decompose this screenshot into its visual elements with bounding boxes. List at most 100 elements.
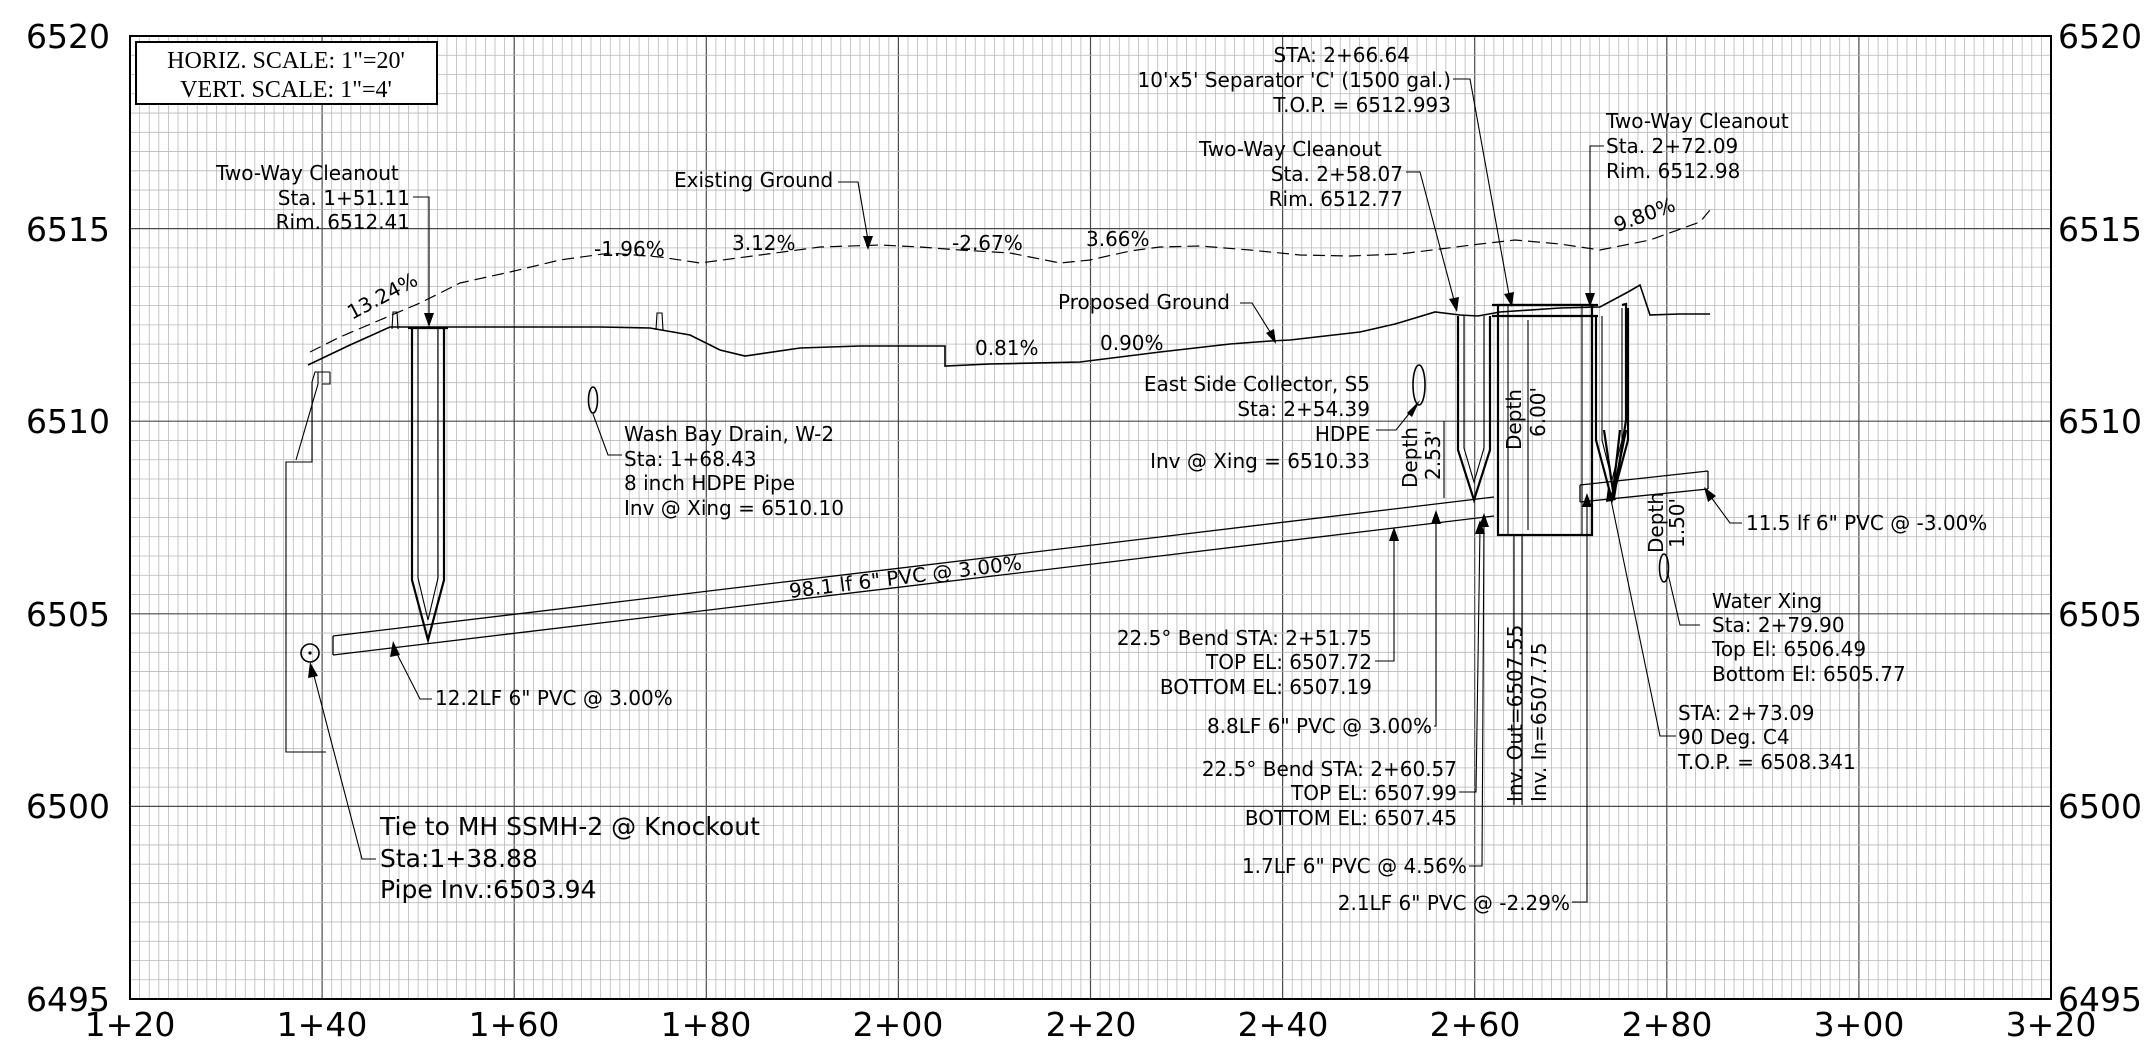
leader-line — [1572, 500, 1588, 903]
separator-l1: STA: 2+66.64 — [1273, 43, 1410, 67]
arrowhead — [390, 641, 400, 657]
cleanout-2-l2: Sta. 2+58.07 — [1271, 162, 1403, 186]
grade-label: -1.96% — [594, 237, 665, 261]
tie-mh-l3: Pipe Inv.:6503.94 — [380, 875, 597, 904]
grade-label: 0.81% — [975, 336, 1039, 360]
y-tick: 6495 — [26, 980, 110, 1019]
x-axis: 1+20 1+40 1+60 1+80 2+00 2+20 2+40 2+60 … — [85, 1005, 2097, 1042]
grade-label: -2.67% — [952, 231, 1023, 255]
bend-2-l3: BOTTOM EL: 6507.45 — [1245, 806, 1457, 830]
x-tick: 2+00 — [853, 1005, 944, 1042]
manhole-outline — [295, 372, 319, 461]
cleanout-2-riser — [1456, 316, 1492, 504]
cleanout-1-riser — [408, 326, 448, 645]
ground-bump — [391, 311, 399, 330]
vert-scale: VERT. SCALE: 1"=4' — [180, 77, 392, 103]
x-tick: 2+20 — [1046, 1005, 1137, 1042]
leader-line — [1375, 534, 1395, 662]
east-collector-l1: East Side Collector, S5 — [1144, 372, 1370, 396]
arrowhead — [1606, 487, 1616, 502]
bend-90-l3: T.O.P. = 6508.341 — [1677, 750, 1856, 774]
leader-line — [1667, 573, 1700, 626]
x-tick: 3+20 — [2006, 1005, 2097, 1042]
tie-mh-l1: Tie to MH SSMH-2 @ Knockout — [379, 812, 760, 841]
wash-bay-l3: 8 inch HDPE Pipe — [624, 471, 795, 495]
y-tick: 6500 — [26, 787, 110, 826]
east-collector-symbol — [1412, 364, 1426, 406]
water-xing-l1: Water Xing — [1712, 589, 1822, 613]
separator-l2: 10'x5' Separator 'C' (1500 gal.) — [1138, 68, 1452, 92]
separator-vault — [1492, 303, 1598, 537]
y-tick: 6515 — [26, 210, 110, 249]
grade-label: 13.24% — [343, 267, 422, 324]
leader-line — [413, 196, 430, 320]
pipe-11-label: 11.5 lf 6" PVC @ -3.00% — [1746, 511, 1987, 535]
east-collector-l2: Sta: 2+54.39 — [1237, 397, 1370, 421]
manhole-center — [308, 651, 312, 655]
plot-frame — [129, 35, 2052, 1000]
wash-bay-l1: Wash Bay Drain, W-2 — [624, 422, 834, 446]
y-tick: 6500 — [2058, 787, 2142, 826]
x-tick: 3+00 — [1814, 1005, 1905, 1042]
arrowhead — [1407, 400, 1420, 417]
x-tick: 2+40 — [1238, 1005, 1329, 1042]
x-tick: 2+60 — [1430, 1005, 1521, 1042]
leader-line — [393, 647, 432, 700]
x-tick: 1+40 — [277, 1005, 368, 1042]
leader-line — [1459, 527, 1481, 793]
leader-line — [1469, 519, 1485, 867]
manhole-outline — [285, 371, 330, 753]
y-tick: 6505 — [2058, 595, 2142, 634]
cleanout-3-l3: Rim. 6512.98 — [1606, 159, 1740, 183]
arrowhead — [1704, 487, 1716, 502]
bend-90-l1: STA: 2+73.09 — [1678, 701, 1815, 725]
proposed-ground-label: Proposed Ground — [1058, 290, 1230, 314]
leader-line — [1707, 492, 1742, 524]
grade-label: 9.80% — [1611, 192, 1679, 236]
bend-1-l3: BOTTOM EL: 6507.19 — [1160, 675, 1372, 699]
leader-line — [1406, 171, 1455, 301]
arrowhead — [1479, 513, 1489, 527]
cleanout-2-l3: Rim. 6512.77 — [1269, 187, 1403, 211]
wash-bay-drain-symbol — [587, 386, 599, 414]
arrowhead — [308, 662, 318, 678]
separator-l3: T.O.P. = 6512.993 — [1272, 93, 1451, 117]
bend-2-l2: TOP EL: 6507.99 — [1290, 781, 1457, 805]
leader-line — [1589, 145, 1604, 300]
cleanout-2-l1: Two-Way Cleanout — [1198, 137, 1382, 161]
inv-in-label: Inv. In=6507.75 — [1527, 642, 1551, 802]
y-tick: 6515 — [2058, 210, 2142, 249]
depth-3-value: 1.50' — [1665, 498, 1689, 548]
y-tick: 6520 — [2058, 17, 2142, 56]
east-collector-l3: HDPE — [1315, 422, 1370, 446]
leader-line — [1453, 78, 1511, 301]
arrowhead — [1504, 292, 1514, 307]
grade-label: 3.66% — [1086, 227, 1150, 251]
horiz-scale: HORIZ. SCALE: 1"=20' — [167, 48, 405, 74]
scale-box: HORIZ. SCALE: 1"=20' VERT. SCALE: 1"=4' — [135, 41, 438, 105]
manhole-outline — [322, 372, 331, 385]
leader-line — [592, 413, 622, 456]
wash-bay-l2: Sta: 1+68.43 — [624, 447, 757, 471]
wash-bay-l4: Inv @ Xing = 6510.10 — [624, 496, 844, 520]
x-tick: 2+80 — [1622, 1005, 1713, 1042]
grid — [129, 35, 2052, 1000]
tie-mh-l2: Sta:1+38.88 — [380, 844, 538, 873]
arrowhead — [1266, 329, 1276, 344]
bend-90-l2: 90 Deg. C4 — [1678, 725, 1790, 749]
existing-ground-label: Existing Ground — [674, 168, 833, 192]
water-crossing-symbol — [1658, 553, 1670, 583]
water-xing-l3: Top El: 6506.49 — [1711, 637, 1866, 661]
y-tick: 6510 — [2058, 402, 2142, 441]
leader-line — [311, 667, 376, 860]
leader-line — [1434, 517, 1437, 727]
cleanout-3-riser — [1594, 308, 1630, 505]
proposed-ground-line — [307, 283, 1710, 367]
bend-1-l1: 22.5° Bend STA: 2+51.75 — [1117, 626, 1372, 650]
bend-1-l2: TOP EL: 6507.72 — [1205, 650, 1372, 674]
depth-2-value: 6.00' — [1526, 387, 1550, 437]
ground-bump — [655, 312, 664, 331]
leader-line — [1376, 404, 1417, 431]
water-xing-l4: Bottom El: 6505.77 — [1712, 662, 1906, 686]
arrowhead — [863, 236, 873, 250]
